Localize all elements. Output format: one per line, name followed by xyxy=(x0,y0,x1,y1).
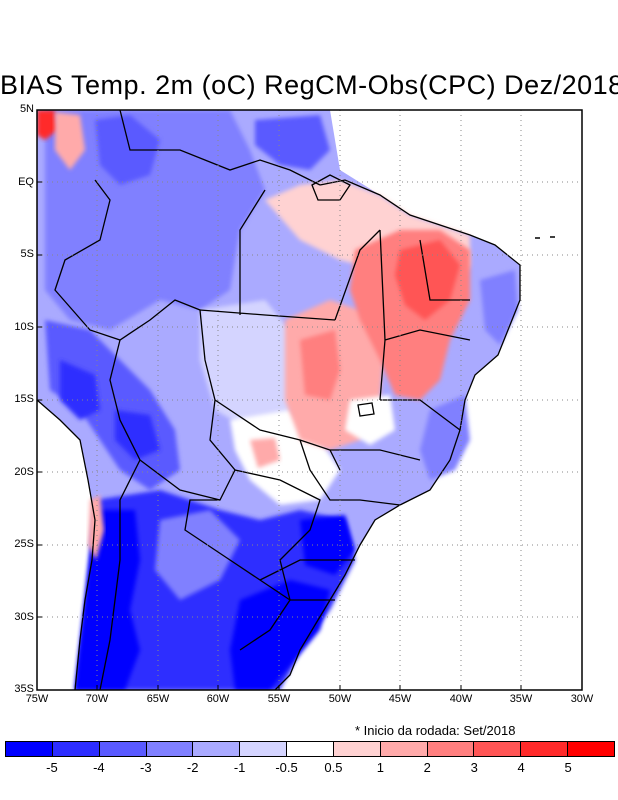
northern-border xyxy=(119,109,321,186)
goias-warm-spot xyxy=(250,438,280,468)
colorbar-swatch xyxy=(473,742,521,756)
colorbar-swatch xyxy=(6,742,52,756)
lon-tick-55w: 55W xyxy=(267,693,291,705)
colorbar-swatch xyxy=(426,742,474,756)
central-light xyxy=(200,300,300,430)
state-lines-north xyxy=(199,189,471,401)
argentina-border xyxy=(99,459,141,691)
lat-tick-10s: 10S xyxy=(14,321,34,333)
lat-tick-eq: EQ xyxy=(18,176,34,188)
map-title: BIAS Temp. 2m (oC) RegCM-Obs(CPC) Dez/20… xyxy=(0,70,618,100)
colorbar-swatch xyxy=(239,742,287,756)
colorbar-label: 0.5 xyxy=(324,760,343,775)
lat-tick-5s: 5S xyxy=(20,248,34,260)
lat-tick-5n: 5N xyxy=(19,103,34,115)
lat-tick-35s: 35S xyxy=(14,683,34,695)
brazil-west-border xyxy=(54,179,291,651)
bahia-warm xyxy=(300,330,340,400)
colorbar-label: 1 xyxy=(376,760,384,775)
colorbar-swatch xyxy=(520,742,568,756)
state-lines-central xyxy=(214,399,461,506)
colorbar-label: -5 xyxy=(46,760,58,775)
amazon-mid-cold xyxy=(95,115,160,185)
chile-warm-strip xyxy=(88,495,104,560)
colorbar-label: 4 xyxy=(517,760,525,775)
bolivia-cold-core xyxy=(115,410,160,460)
distrito-federal xyxy=(357,402,375,417)
state-lines-south xyxy=(234,469,355,601)
marajo-island xyxy=(311,174,351,201)
colorbar-swatch xyxy=(192,742,240,756)
lon-tick-60w: 60W xyxy=(206,693,230,705)
colorbar-swatch xyxy=(379,742,427,756)
borders xyxy=(36,109,521,691)
colorbar-swatch xyxy=(286,742,333,756)
nw-corner-warm-halo xyxy=(55,112,85,170)
minas-neutral xyxy=(345,395,395,445)
colorbar-label: -4 xyxy=(93,760,105,775)
colorbar-label: 5 xyxy=(564,760,572,775)
bolivia-paraguay-border xyxy=(139,459,221,501)
lat-tick-20s: 20S xyxy=(14,466,34,478)
rio-grande-cold xyxy=(230,580,330,690)
peru-bolivia-border xyxy=(109,339,141,461)
colorbar-label: -3 xyxy=(139,760,152,775)
colorbar-swatch xyxy=(145,742,193,756)
colorbar-swatch xyxy=(332,742,380,756)
colorbar-label: -1 xyxy=(233,760,246,775)
lon-tick-45w: 45W xyxy=(388,693,412,705)
nw-corner-warm xyxy=(37,110,58,140)
lon-tick-50w: 50W xyxy=(328,693,352,705)
colorbar xyxy=(5,741,615,757)
colorbar-swatch xyxy=(567,742,614,756)
lon-tick-65w: 65W xyxy=(146,693,170,705)
north-coast-cold xyxy=(255,115,330,170)
gridlines xyxy=(37,110,582,690)
east-coast-cold xyxy=(420,395,470,480)
colorbar-label: -2 xyxy=(186,760,199,775)
coastline xyxy=(36,399,96,691)
lon-tick-40w: 40W xyxy=(449,693,473,705)
colorbar-label: 3 xyxy=(470,760,478,775)
peru-cold-core xyxy=(60,360,100,420)
paraguay-mild xyxy=(155,510,240,600)
colorbar-label: -0.5 xyxy=(275,760,298,775)
colorbar-swatch xyxy=(51,742,99,756)
colorbar-swatch xyxy=(98,742,146,756)
lon-tick-70w: 70W xyxy=(85,693,109,705)
lat-tick-25s: 25S xyxy=(14,538,34,550)
lat-tick-15s: 15S xyxy=(14,393,34,405)
coastal-cold-strip xyxy=(480,270,518,345)
lon-tick-75w: 75W xyxy=(25,693,49,705)
colorbar-label: 2 xyxy=(423,760,431,775)
run-start-note: * Inicio da rodada: Set/2018 xyxy=(355,723,516,738)
lon-tick-30w: 30W xyxy=(570,693,594,705)
lon-tick-35w: 35W xyxy=(509,693,533,705)
lat-tick-30s: 30S xyxy=(14,611,34,623)
andes-south-cold xyxy=(75,510,140,690)
